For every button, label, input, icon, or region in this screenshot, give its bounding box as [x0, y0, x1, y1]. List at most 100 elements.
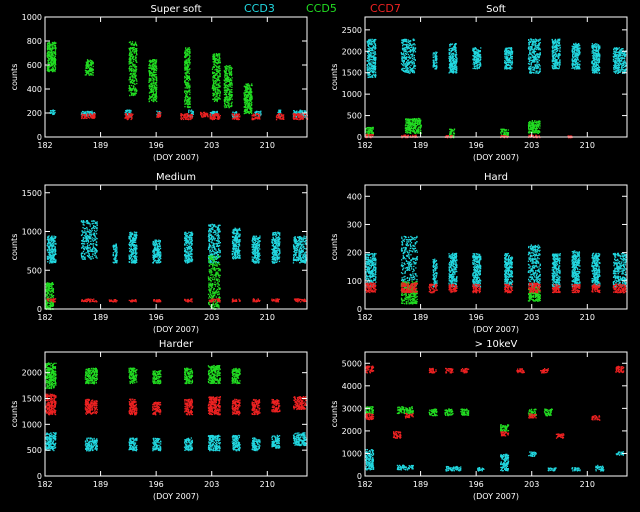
data-point	[539, 67, 541, 69]
data-point	[230, 90, 232, 93]
data-point	[152, 88, 154, 91]
data-point	[227, 88, 229, 90]
data-point	[152, 92, 154, 94]
data-point	[231, 94, 233, 96]
data-point	[92, 74, 94, 76]
data-point	[593, 53, 595, 55]
data-point	[259, 114, 261, 116]
data-point	[401, 47, 404, 49]
data-point	[52, 41, 54, 44]
data-point	[245, 97, 247, 99]
data-point	[449, 43, 452, 45]
data-point	[149, 88, 152, 91]
data-point	[229, 78, 232, 80]
data-point	[185, 118, 187, 120]
data-point	[408, 55, 410, 57]
data-point	[508, 54, 510, 56]
data-point	[229, 65, 231, 67]
data-point	[227, 104, 229, 106]
data-point	[154, 82, 157, 84]
data-point	[230, 102, 233, 105]
data-point	[134, 65, 136, 68]
data-point	[50, 65, 52, 67]
data-point	[182, 118, 184, 121]
data-point	[52, 61, 54, 63]
data-point	[48, 70, 50, 72]
data-point	[528, 43, 530, 45]
data-point	[212, 111, 214, 113]
data-point	[189, 50, 191, 52]
data-point	[186, 101, 188, 103]
data-point	[85, 67, 87, 69]
x-axis-label: (DOY 2007)	[153, 153, 199, 162]
data-point	[151, 68, 153, 70]
data-point	[249, 107, 251, 109]
data-point	[553, 42, 555, 45]
data-point	[251, 111, 253, 113]
data-point	[224, 82, 227, 84]
data-point	[224, 85, 226, 88]
data-point	[374, 59, 377, 61]
data-point	[224, 75, 226, 77]
data-point	[555, 59, 557, 62]
data-point	[247, 87, 250, 89]
data-point	[89, 67, 91, 69]
data-point	[183, 116, 185, 118]
data-point	[225, 67, 227, 69]
data-point	[135, 90, 138, 93]
data-point	[150, 75, 152, 77]
data-point	[50, 54, 52, 57]
data-point	[54, 112, 56, 114]
data-point	[213, 83, 215, 85]
data-point	[211, 68, 214, 70]
data-point	[551, 50, 554, 52]
data-point	[371, 65, 373, 67]
data-point	[572, 61, 574, 63]
data-point	[299, 112, 301, 114]
data-point	[88, 117, 91, 119]
data-point	[259, 111, 261, 113]
data-point	[132, 55, 134, 57]
data-point	[129, 55, 131, 57]
data-point	[510, 61, 512, 63]
data-point	[154, 61, 156, 64]
data-point	[52, 57, 54, 60]
data-point	[184, 101, 186, 103]
data-point	[131, 53, 133, 55]
data-point	[250, 103, 252, 105]
data-point	[226, 98, 229, 100]
data-point	[592, 63, 594, 65]
data-point	[231, 77, 233, 79]
data-point	[54, 66, 57, 68]
data-point	[247, 111, 249, 113]
data-point	[432, 61, 434, 64]
data-point	[507, 61, 510, 63]
data-point	[249, 110, 251, 112]
data-point	[597, 47, 599, 49]
series-ccd3	[366, 38, 627, 79]
data-point	[229, 81, 231, 84]
data-point	[155, 66, 157, 69]
data-point	[130, 88, 132, 90]
data-point	[302, 115, 304, 118]
data-point	[206, 113, 208, 115]
data-point	[131, 92, 133, 95]
data-point	[243, 99, 245, 101]
data-point	[53, 47, 55, 49]
data-point	[218, 116, 221, 118]
data-point	[217, 69, 219, 71]
data-point	[572, 45, 575, 48]
data-point	[374, 57, 376, 59]
data-point	[81, 117, 83, 119]
data-point	[132, 63, 134, 65]
data-point	[184, 52, 186, 54]
data-point	[186, 52, 189, 54]
data-point	[212, 87, 214, 89]
data-point	[243, 101, 246, 103]
data-point	[215, 84, 218, 86]
data-point	[225, 95, 227, 97]
data-point	[153, 84, 155, 86]
data-point	[557, 38, 559, 41]
data-point	[214, 93, 216, 95]
